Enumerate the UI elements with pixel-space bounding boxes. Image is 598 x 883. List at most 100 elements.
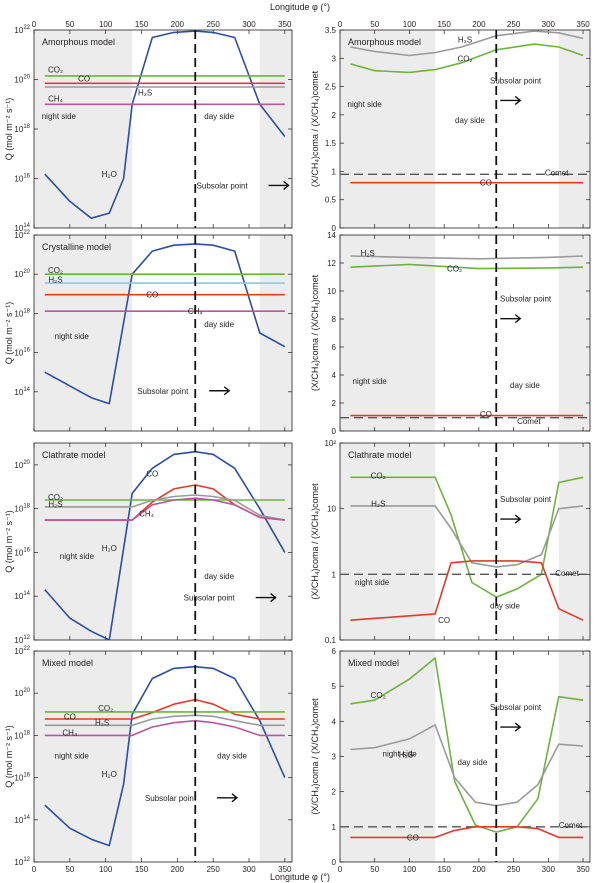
x-tick-label-top: 350 — [576, 20, 590, 29]
arrow-head — [514, 722, 522, 732]
panel-amorphous-flux: 0 50 100 150 200 250 300 350 1014 1016 1018 1020 102… — [4, 20, 293, 233]
x-tick-label-top: 250 — [206, 20, 220, 29]
plot-frame — [339, 29, 591, 229]
series-label-co: CO — [78, 74, 90, 83]
series-label-co: CO — [438, 616, 450, 625]
y-tick-label: 1016 — [14, 348, 30, 358]
shade-region — [558, 30, 590, 228]
series-label-co: CO₂ — [48, 266, 63, 275]
series-line-ch — [44, 719, 285, 737]
night-side-label: night side — [42, 112, 77, 121]
x-tick-label-bottom: 100 — [99, 865, 113, 874]
subsolar-label: Subsolar point — [500, 295, 552, 304]
series-label-co: CO₂ — [457, 54, 472, 63]
y-tick-label: 12 — [327, 259, 336, 268]
x-tick-label-bottom: 250 — [206, 865, 220, 874]
x-tick-label-bottom: 300 — [242, 865, 256, 874]
x-tick-label-bottom: 0 — [32, 865, 37, 874]
y-tick-label: 1020 — [14, 75, 30, 85]
shade-region — [259, 443, 292, 640]
y-tick-label: 1018 — [14, 504, 30, 514]
y-tick-label: 1 — [332, 823, 337, 832]
y-tick-label: 1022 — [14, 230, 30, 240]
panel-title: Crystalline model — [42, 242, 111, 252]
series-line-co — [350, 43, 584, 74]
series-label-hs: H₂S — [48, 500, 62, 509]
panel-amorphous-ratio: 0 50 100 150 200 250 300 350 0 0.5 1 1.5 2 2.5 3 3.5 (X/… — [310, 20, 591, 233]
y-tick-label: 1016 — [14, 773, 30, 783]
series-label-co: CO₂ — [371, 471, 386, 480]
panel-mixed-flux: 0 50 100 150 200 250 300 350 1012 1014 1016 1018 102… — [4, 646, 293, 874]
panel-title: Mixed model — [348, 658, 399, 668]
series-label-hs: H₂S — [361, 249, 375, 258]
series-line-ho — [44, 450, 286, 640]
series-line-hs — [350, 724, 584, 807]
series-label-hs: H₂S — [48, 275, 62, 284]
shade-region — [558, 443, 590, 640]
day-side-label: day side — [458, 758, 488, 767]
panel-crystalline-flux: 1014 1016 1018 1020 1022 Q (mol m⁻² s⁻¹) Cryst… — [4, 230, 293, 432]
series-label-ho: H₂O — [102, 770, 117, 779]
y-tick-label: 0.1 — [325, 636, 337, 645]
y-tick-label: 1014 — [14, 223, 30, 233]
x-tick-label-bottom: 350 — [278, 865, 292, 874]
y-axis-label: (X/CH₄)coma / (X/CH₄)comet — [310, 274, 320, 391]
series-line-ho — [44, 243, 286, 405]
series-line-ch — [44, 497, 285, 521]
y-tick-label: 2 — [332, 111, 337, 120]
series-label-co: CO — [146, 470, 158, 479]
series-label-co: CO₂ — [447, 265, 462, 274]
y-tick-label: 1018 — [14, 124, 30, 134]
day-side-label: day side — [455, 116, 485, 125]
x-tick-label-bottom: 250 — [507, 865, 521, 874]
series-label-hs: H₂S — [399, 751, 413, 760]
arrow-head — [231, 793, 239, 803]
y-tick-label: 3.5 — [325, 26, 337, 35]
panel-title: Mixed model — [42, 658, 93, 668]
y-axis-label: (X/CH₄)coma / (X/CH₄)comet — [310, 483, 320, 600]
y-tick-label: 1 — [332, 167, 337, 176]
x-tick-label-top: 0 — [32, 20, 37, 29]
arrow-head — [514, 95, 522, 106]
series-label-co: CO₂ — [98, 704, 113, 713]
shade-region — [558, 235, 590, 431]
x-tick-label-bottom: 0 — [338, 865, 343, 874]
bottom-x-axis-label: Longitude φ (°) — [270, 872, 330, 882]
series-label-hs: H₂S — [95, 719, 109, 728]
y-tick-label: 1012 — [14, 635, 30, 645]
x-tick-label-top: 50 — [65, 20, 74, 29]
y-tick-label: 10 — [327, 505, 336, 514]
arrow-head — [270, 593, 277, 603]
y-axis-label: Q (mol m⁻² s⁻¹) — [4, 98, 14, 161]
y-tick-label: 0 — [332, 858, 337, 867]
day-side-label: day side — [217, 752, 247, 761]
x-tick-label-bottom: 50 — [370, 865, 379, 874]
shade-region — [340, 30, 436, 228]
subsolar-label: Subsolar point — [490, 703, 542, 712]
series-label-ho: H₂O — [102, 170, 117, 179]
x-tick-label-bottom: 300 — [542, 865, 556, 874]
series-label-co: CO — [480, 410, 492, 419]
day-side-label: day side — [204, 572, 234, 581]
shade-region — [259, 235, 292, 431]
top-x-axis-label: Longitude φ (°) — [270, 2, 330, 12]
subsolar-label: Subsolar point — [137, 387, 189, 396]
series-label-ch: CH₄ — [139, 510, 154, 519]
series-line-co — [350, 263, 584, 270]
night-side-label: night side — [55, 332, 90, 341]
series-label-ch: CH₄ — [188, 307, 203, 316]
panel-title: Amorphous model — [348, 37, 421, 47]
night-side-label: night side — [355, 578, 390, 587]
x-tick-label-top: 0 — [338, 20, 343, 29]
series-label-ch: CH₄ — [62, 728, 77, 737]
x-tick-label-bottom: 200 — [472, 865, 486, 874]
x-tick-label-top: 50 — [370, 20, 379, 29]
y-tick-label: 1016 — [14, 174, 30, 184]
subsolar-label: Subsolar point — [197, 181, 249, 190]
x-tick-label-top: 200 — [472, 20, 486, 29]
series-label-comet: Comet — [555, 569, 579, 578]
y-tick-label: 8 — [332, 315, 337, 324]
shade-region — [340, 443, 436, 640]
shade-region — [34, 235, 133, 431]
